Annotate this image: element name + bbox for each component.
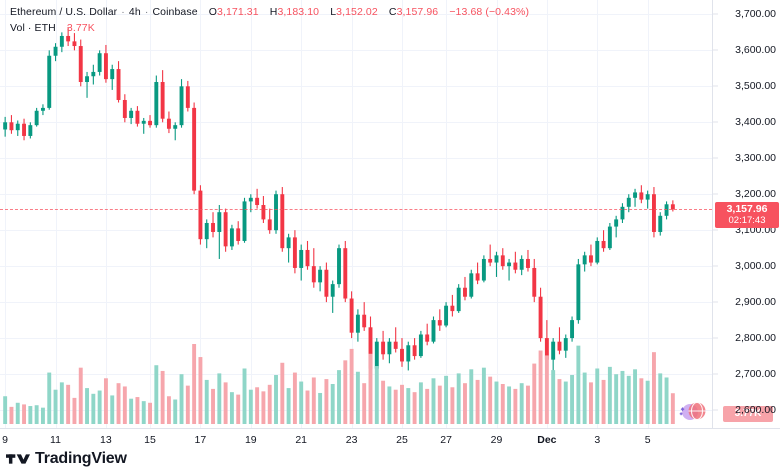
legend-exchange[interactable]: Coinbase	[152, 6, 198, 18]
gridline-horizontal	[0, 86, 712, 88]
price-tick-label: 2,700.00	[735, 368, 776, 381]
price-tick-label: 2,600.00	[735, 404, 776, 416]
gridline-horizontal	[0, 50, 712, 52]
legend-separator-1: ·	[121, 6, 125, 18]
time-tick-label: 15	[144, 434, 156, 446]
price-tick-dash	[713, 373, 718, 375]
price-tick-label: 3,600.00	[735, 44, 776, 57]
legend-high-value: 3,183.10	[277, 6, 320, 18]
price-tick-label: 3,700.00	[735, 8, 776, 21]
price-tick-dash	[713, 265, 718, 267]
volume-series	[3, 344, 675, 424]
gridline-vertical	[5, 0, 7, 428]
gridline-horizontal	[0, 14, 712, 16]
legend-open-value: 3,171.31	[217, 6, 259, 18]
tradingview-logo-text: TradingView	[35, 450, 127, 467]
gridline-horizontal	[0, 302, 712, 304]
gridline-vertical	[546, 0, 548, 428]
price-tick-dash	[713, 409, 718, 411]
legend-high-label: H	[269, 6, 278, 18]
gridline-horizontal	[0, 158, 712, 160]
bar-countdown-timer: 02:17:43	[728, 215, 766, 227]
legend-symbol-name[interactable]: Ethereum / U.S. Dollar	[10, 6, 118, 18]
gridline-horizontal	[0, 194, 712, 196]
price-tick-label: 3,300.00	[735, 152, 776, 165]
legend-volume-row[interactable]: Vol · ETH 3.77K	[10, 22, 529, 35]
current-price-badge[interactable]: 3,157.96 02:17:43	[715, 202, 779, 229]
gridline-vertical	[402, 0, 403, 428]
current-price-value: 3,157.96	[726, 203, 768, 216]
time-tick-label: 27	[440, 434, 452, 446]
legend-open-label: O	[208, 6, 217, 18]
price-tick-dash	[713, 301, 718, 303]
gridline-horizontal	[0, 338, 712, 340]
price-tick-label: 3,000.00	[735, 260, 776, 273]
time-tick-label: 29	[490, 434, 503, 446]
price-tick-dash	[713, 13, 718, 15]
tradingview-mark-icon	[6, 454, 30, 464]
gridline-vertical	[250, 0, 252, 428]
candlestick-series	[3, 26, 675, 378]
gridline-vertical	[597, 0, 599, 428]
price-tick-dash	[713, 121, 718, 123]
legend-change-value: −13.68 (−0.43%)	[449, 6, 530, 18]
price-tick-dash	[713, 85, 718, 87]
time-tick-label: 9	[2, 434, 9, 446]
time-tick-label: 3	[594, 434, 601, 446]
legend-interval[interactable]: 4h	[128, 6, 141, 18]
chart-legend: Ethereum / U.S. Dollar · 4h · Coinbase O…	[10, 6, 529, 35]
gridline-horizontal	[0, 122, 712, 124]
gridline-horizontal	[0, 230, 712, 232]
price-tick-label: 3,200.00	[735, 188, 776, 201]
time-tick-label: 23	[345, 434, 358, 446]
gridline-vertical	[301, 0, 303, 428]
legend-volume-value: 3.77K	[66, 22, 95, 34]
current-price-line	[0, 209, 712, 211]
price-tick-dash	[713, 229, 718, 231]
gridline-vertical	[105, 0, 107, 428]
time-tick-label: Dec	[537, 434, 557, 446]
price-tick-label: 3,500.00	[735, 80, 776, 93]
chart-watermark-badge-icon	[679, 401, 706, 421]
gridline-vertical	[446, 0, 448, 428]
price-tick-dash	[713, 337, 718, 339]
gridline-horizontal	[0, 266, 712, 268]
price-axis[interactable]: 3,157.96 02:17:43 3.77K 3,700.00 3,600.00…	[712, 0, 780, 428]
gridline-vertical	[351, 0, 353, 428]
time-axis[interactable]: 9 11 13 15 17 19 21 23 25 27 29 Dec 3 5	[0, 428, 780, 452]
gridline-vertical	[150, 0, 151, 428]
tradingview-logo[interactable]: TradingView	[6, 450, 127, 468]
gridline-vertical	[55, 0, 57, 428]
price-tick-dash	[713, 157, 718, 159]
legend-volume-label: Vol · ETH	[10, 22, 56, 34]
time-tick-label: 17	[194, 434, 207, 446]
price-tick-dash	[713, 49, 718, 51]
legend-symbol-row[interactable]: Ethereum / U.S. Dollar · 4h · Coinbase O…	[10, 6, 529, 19]
time-tick-label: 19	[244, 434, 257, 446]
price-tick-dash	[713, 193, 718, 195]
legend-low-value: 3,152.02	[336, 6, 378, 18]
gridline-vertical	[647, 0, 649, 428]
price-tick-label: 2,900.00	[735, 296, 776, 309]
legend-close-value: 3,157.96	[396, 6, 439, 18]
time-tick-label: 25	[396, 434, 408, 446]
time-tick-label: 13	[100, 434, 112, 446]
legend-close-label: C	[388, 6, 397, 18]
chart-plot-area[interactable]	[0, 0, 712, 428]
gridline-vertical	[496, 0, 498, 428]
volume-value-badge[interactable]: 3.77K	[723, 406, 773, 422]
price-tick-label: 2,800.00	[735, 332, 776, 345]
time-tick-label: 21	[295, 434, 308, 446]
price-tick-label: 3,400.00	[735, 116, 776, 129]
time-tick-label: 11	[50, 434, 61, 446]
time-tick-label: 5	[644, 434, 651, 446]
legend-separator-2: ·	[144, 6, 149, 18]
legend-low-label: L	[330, 6, 337, 18]
